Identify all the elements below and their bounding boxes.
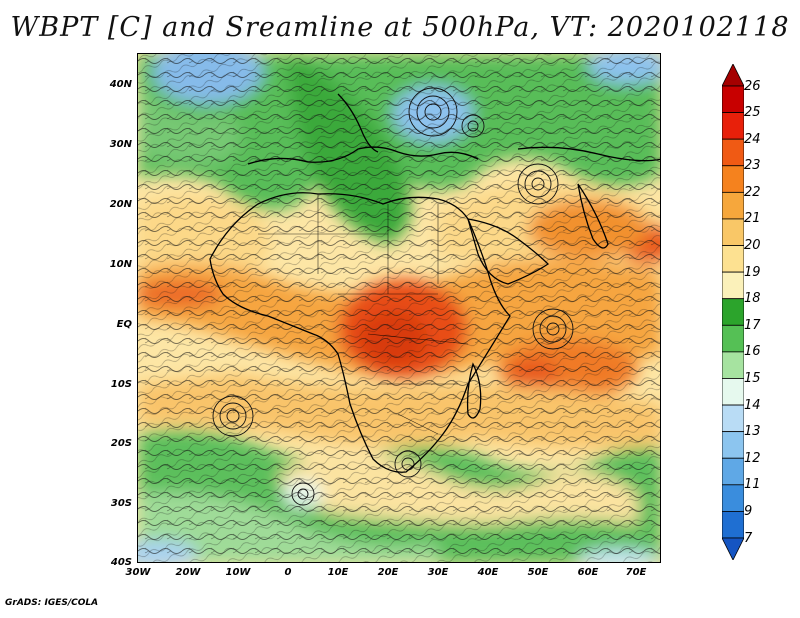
colorbar-label: 15: [744, 370, 761, 386]
lat-label-40s: 40S: [110, 557, 132, 568]
lon-label-50e: 50E: [527, 567, 549, 578]
colorbar-label: 25: [744, 105, 761, 121]
footer-credit: GrADS: IGES/COLA: [5, 598, 99, 608]
lon-label-10w: 10W: [225, 567, 251, 578]
lon-label-10e: 10E: [327, 567, 349, 578]
colorbar-box: [722, 271, 744, 300]
colorbar-box: [722, 165, 744, 193]
colorbar-label: 22: [744, 184, 761, 200]
streamline-texture-secondary: [138, 54, 660, 562]
wbpt-streamline-map: [138, 54, 660, 562]
colorbar-box: [722, 511, 744, 539]
colorbar-box: [722, 378, 744, 406]
colorbar-box: [722, 298, 744, 326]
chart-title: WBPT [C] and Sreamline at 500hPa, VT: 20…: [10, 12, 790, 43]
colorbar-label: 9: [744, 503, 753, 519]
lon-label-0: 0: [284, 567, 292, 578]
colorbar-label: 20: [744, 238, 761, 254]
lat-label-eq: EQ: [116, 319, 132, 330]
colorbar-label: 16: [744, 344, 761, 360]
colorbar-box: [722, 324, 744, 353]
colorbar-min-arrow: [722, 537, 744, 560]
lat-label-20n: 20N: [109, 199, 132, 210]
lat-label-30s: 30S: [110, 498, 132, 509]
colorbar-label: 23: [744, 158, 761, 174]
colorbar-label: 26: [744, 78, 761, 94]
colorbar-box: [722, 191, 744, 220]
colorbar-box: [722, 404, 744, 433]
lon-label-60e: 60E: [577, 567, 599, 578]
colorbar-label: 24: [744, 131, 761, 147]
colorbar-label: 14: [744, 397, 761, 413]
colorbar-label: 21: [744, 211, 761, 227]
coastlines: [209, 93, 660, 473]
colorbar-box: [722, 431, 744, 459]
lat-label-30n: 30N: [109, 139, 132, 150]
lat-label-20s: 20S: [110, 438, 132, 449]
colorbar-box: [722, 112, 744, 140]
lon-label-30w: 30W: [125, 567, 151, 578]
colorbar-label: 11: [744, 477, 761, 493]
colorbar-box: [722, 218, 744, 246]
colorbar-label: 19: [744, 264, 761, 280]
country-borders: [258, 194, 469, 435]
lat-label-10n: 10N: [109, 259, 132, 270]
colorbar-label: 13: [744, 424, 761, 440]
lat-label-40n: 40N: [109, 79, 132, 90]
lon-label-30e: 30E: [427, 567, 449, 578]
colorbar-box: [722, 457, 744, 486]
map-panel: [137, 53, 661, 563]
colorbar: [722, 64, 744, 560]
lat-label-10s: 10S: [110, 379, 132, 390]
streamline-vortices: [212, 87, 574, 506]
colorbar-label: 7: [744, 530, 753, 546]
colorbar-label: 18: [744, 291, 761, 307]
colorbar-box: [722, 484, 744, 512]
lon-label-20w: 20W: [175, 567, 201, 578]
lon-label-40e: 40E: [477, 567, 499, 578]
colorbar-label: 17: [744, 317, 761, 333]
colorbar-box: [722, 245, 744, 273]
lon-label-20e: 20E: [377, 567, 399, 578]
colorbar-box: [722, 351, 744, 379]
lon-label-70e: 70E: [625, 567, 647, 578]
colorbar-box: [722, 85, 744, 113]
colorbar-box: [722, 138, 744, 167]
colorbar-label: 12: [744, 450, 761, 466]
colorbar-max-arrow: [722, 64, 744, 87]
